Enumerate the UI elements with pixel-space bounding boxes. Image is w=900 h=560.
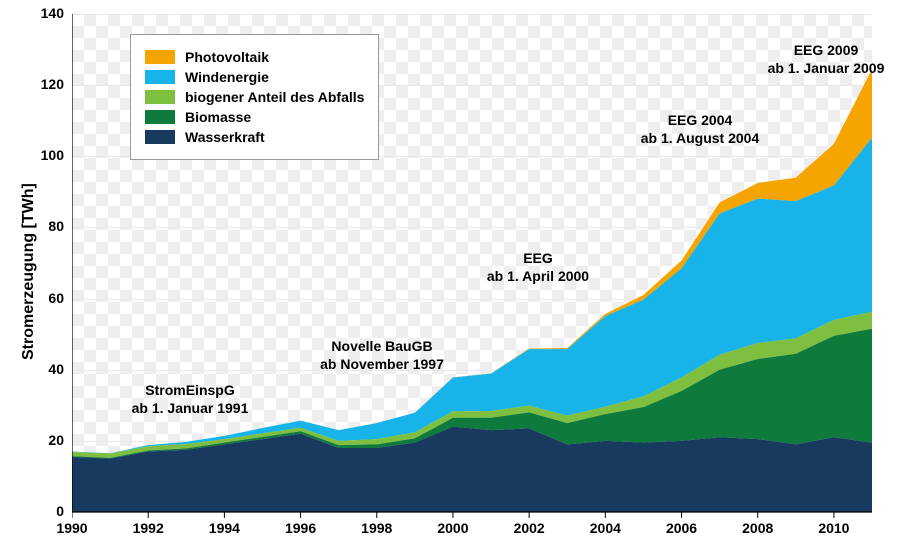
y-tick-label: 140 [24,5,64,21]
y-tick-label: 0 [24,503,64,519]
annotation-line: EEG 2009 [768,42,885,60]
legend-item-pv: Photovoltaik [145,49,364,65]
y-tick-label: 60 [24,290,64,306]
annotation-a3: EEGab 1. April 2000 [487,250,589,285]
annotation-a2: Novelle BauGBab November 1997 [320,338,444,373]
annotation-line: ab 1. Januar 2009 [768,60,885,78]
y-tick-label: 40 [24,361,64,377]
legend-item-wasserkraft: Wasserkraft [145,129,364,145]
annotation-a5: EEG 2009ab 1. Januar 2009 [768,42,885,77]
y-tick-label: 120 [24,76,64,92]
annotation-line: ab 1. Januar 1991 [132,400,249,418]
legend-label: Wasserkraft [185,129,265,145]
y-tick-label: 20 [24,432,64,448]
legend-item-biomasse: Biomasse [145,109,364,125]
y-tick-label: 80 [24,218,64,234]
legend-item-abfall: biogener Anteil des Abfalls [145,89,364,105]
legend-swatch [145,110,175,124]
y-axis-label: Stromerzeugung [TWh] [20,183,38,360]
legend-label: Photovoltaik [185,49,269,65]
legend-label: biogener Anteil des Abfalls [185,89,364,105]
annotation-line: Novelle BauGB [320,338,444,356]
series-wasserkraft [72,427,872,512]
annotation-a1: StromEinspGab 1. Januar 1991 [132,382,249,417]
annotation-line: StromEinspG [132,382,249,400]
area-chart: Stromerzeugung [TWh] 020406080100120140 … [0,0,900,560]
legend-swatch [145,70,175,84]
legend-item-wind: Windenergie [145,69,364,85]
legend-label: Windenergie [185,69,269,85]
legend-label: Biomasse [185,109,251,125]
annotation-line: EEG 2004 [641,112,760,130]
annotation-a4: EEG 2004ab 1. August 2004 [641,112,760,147]
annotation-line: ab 1. August 2004 [641,130,760,148]
annotation-line: EEG [487,250,589,268]
y-tick-label: 100 [24,147,64,163]
legend-swatch [145,50,175,64]
annotation-line: ab November 1997 [320,356,444,374]
annotation-line: ab 1. April 2000 [487,268,589,286]
legend: Photovoltaik Windenergie biogener Anteil d… [130,34,379,160]
legend-swatch [145,90,175,104]
legend-swatch [145,130,175,144]
